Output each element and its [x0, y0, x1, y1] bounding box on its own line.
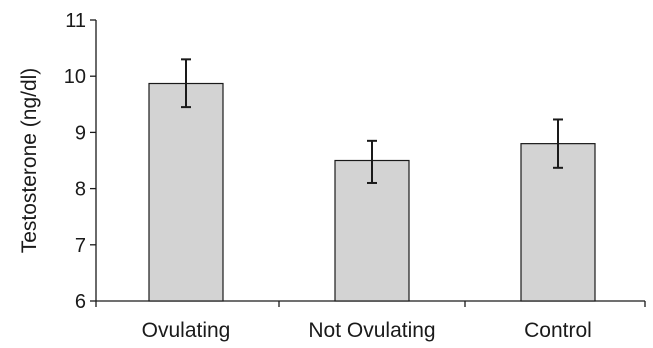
y-axis-title: Testosterone (ng/dl) — [18, 68, 41, 254]
bar — [149, 84, 223, 301]
x-category-label: Control — [524, 319, 592, 342]
y-tick-label: 10 — [64, 66, 86, 88]
bars — [149, 84, 595, 301]
y-tick-label: 8 — [75, 179, 86, 201]
error-bars — [181, 59, 563, 183]
y-tick-label: 7 — [75, 235, 86, 257]
x-category-label: Ovulating — [142, 319, 231, 342]
y-tick-label: 11 — [65, 10, 86, 32]
y-tick-label: 9 — [75, 122, 86, 144]
x-category-label: Not Ovulating — [308, 319, 435, 342]
y-tick-label: 6 — [75, 291, 86, 313]
labels: 6 7 8 9 10 11 Ovulating Not Ovulating Control — [64, 10, 592, 342]
